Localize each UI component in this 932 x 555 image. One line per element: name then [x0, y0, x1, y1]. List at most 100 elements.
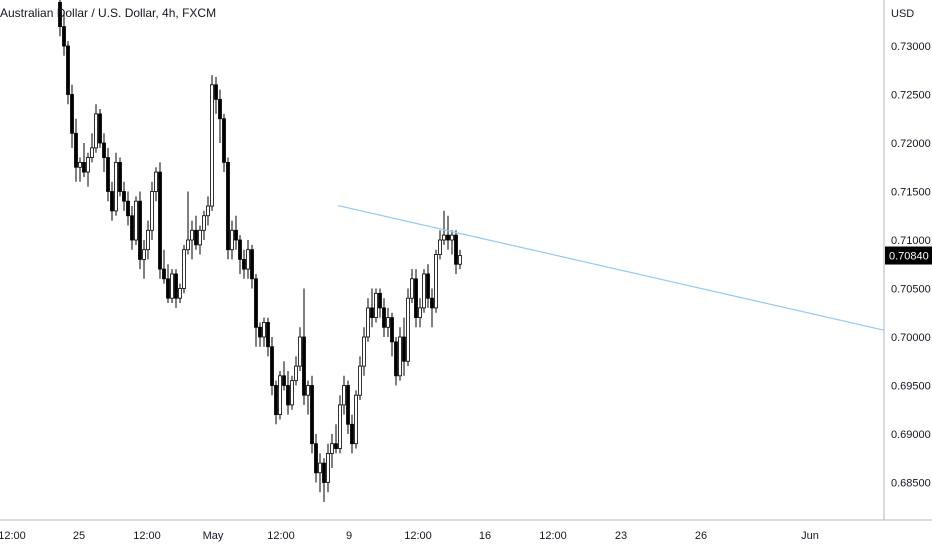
- candle-down: [254, 278, 258, 328]
- candle-up: [418, 307, 422, 318]
- x-tick-label: 12:00: [267, 530, 295, 542]
- candle-down: [58, 1, 62, 27]
- x-tick-label: 12:00: [0, 530, 26, 542]
- candle-down: [162, 268, 166, 280]
- candle-down: [370, 307, 374, 318]
- candle-up: [246, 249, 250, 270]
- candle-down: [62, 26, 66, 47]
- candle-up: [90, 147, 94, 158]
- candle-down: [138, 200, 142, 260]
- candle-up: [354, 394, 358, 445]
- candle-up: [94, 113, 98, 149]
- x-tick-label: 12:00: [404, 530, 432, 542]
- candle-down: [282, 375, 286, 386]
- candle-up: [386, 317, 390, 328]
- trendline[interactable]: [337, 204, 885, 331]
- y-tick-label: 0.70500: [891, 284, 931, 296]
- candle-down: [130, 215, 134, 241]
- x-tick-label: 12:00: [133, 530, 161, 542]
- candle-up: [318, 462, 322, 474]
- candle-up: [422, 273, 426, 309]
- candle-up: [114, 161, 118, 212]
- candle-down: [334, 443, 338, 449]
- candle-down: [218, 98, 222, 120]
- candle-up: [438, 239, 442, 255]
- candle-down: [242, 258, 246, 270]
- y-tick-label: 0.71500: [891, 187, 931, 199]
- last-price-tag: 0.70840: [885, 246, 932, 265]
- candle-down: [430, 297, 434, 309]
- x-tick-label: Jun: [801, 530, 819, 542]
- trendline-layer[interactable]: [337, 204, 885, 331]
- candle-up: [210, 84, 214, 207]
- candle-up: [442, 234, 446, 241]
- candle-up: [410, 278, 414, 299]
- y-tick-label: 0.72500: [891, 90, 931, 102]
- candle-down: [390, 317, 394, 343]
- candle-down: [98, 113, 102, 144]
- candle-down: [214, 84, 218, 100]
- candle-up: [278, 375, 282, 415]
- candle-down: [158, 171, 162, 270]
- candle-down: [70, 94, 74, 134]
- candle-down: [302, 336, 306, 396]
- y-tick-label: 0.69500: [891, 381, 931, 393]
- candle-down: [382, 307, 386, 328]
- candle-down: [266, 322, 270, 348]
- x-tick-label: 23: [615, 530, 627, 542]
- price-axis[interactable]: USD 0.73000 0.72500 0.72000 0.71500 0.71000 0…: [883, 0, 931, 520]
- candle-down: [194, 229, 198, 246]
- candle-up: [362, 336, 366, 367]
- candle-down: [174, 273, 178, 299]
- last-price-box: [885, 246, 932, 265]
- candle-down: [74, 132, 78, 168]
- candle-up: [330, 443, 334, 454]
- candle-up: [326, 452, 330, 483]
- candle-up: [178, 288, 182, 299]
- candle-down: [106, 157, 110, 192]
- candle-down: [122, 191, 126, 202]
- candle-down: [454, 234, 458, 265]
- y-tick-label: 0.70000: [891, 332, 931, 344]
- candle-up: [154, 171, 158, 192]
- candle-up: [206, 205, 210, 217]
- candle-up: [230, 229, 234, 251]
- candle-down: [378, 292, 382, 309]
- candle-up: [406, 297, 410, 362]
- candle-up: [458, 255, 462, 265]
- candle-down: [350, 423, 354, 445]
- candle-up: [366, 307, 370, 338]
- candle-up: [290, 380, 294, 406]
- candle-up: [86, 157, 90, 173]
- candle-down: [322, 462, 326, 483]
- candle-down: [310, 385, 314, 445]
- x-tick-label: 16: [479, 530, 491, 542]
- candle-down: [274, 385, 278, 416]
- y-tick-label: 0.72000: [891, 138, 931, 150]
- y-tick-label: 0.69000: [891, 429, 931, 441]
- candle-down: [346, 385, 350, 425]
- y-tick-label: 0.71000: [891, 235, 931, 247]
- candle-up: [294, 365, 298, 382]
- candle-down: [414, 278, 418, 318]
- candle-down: [234, 229, 238, 241]
- candle-down: [66, 45, 70, 95]
- candle-up: [142, 249, 146, 260]
- candle-down: [102, 142, 106, 158]
- candle-down: [250, 249, 254, 280]
- candle-down: [82, 161, 86, 173]
- candle-down: [118, 161, 122, 192]
- time-axis[interactable]: 12:00 25 12:00 May 12:00 9 12:00 16 12:00 23 26 Jun: [0, 519, 932, 542]
- candle-up: [150, 191, 154, 231]
- candle-up: [182, 249, 186, 289]
- candle-up: [306, 385, 310, 396]
- candle-down: [222, 118, 226, 163]
- y-tick-label: 0.73000: [891, 41, 931, 53]
- candle-up: [434, 254, 438, 309]
- last-price-value: 0.70840: [889, 251, 929, 263]
- candle-up: [262, 322, 266, 338]
- candle-up: [134, 200, 138, 241]
- candle-down: [110, 191, 114, 212]
